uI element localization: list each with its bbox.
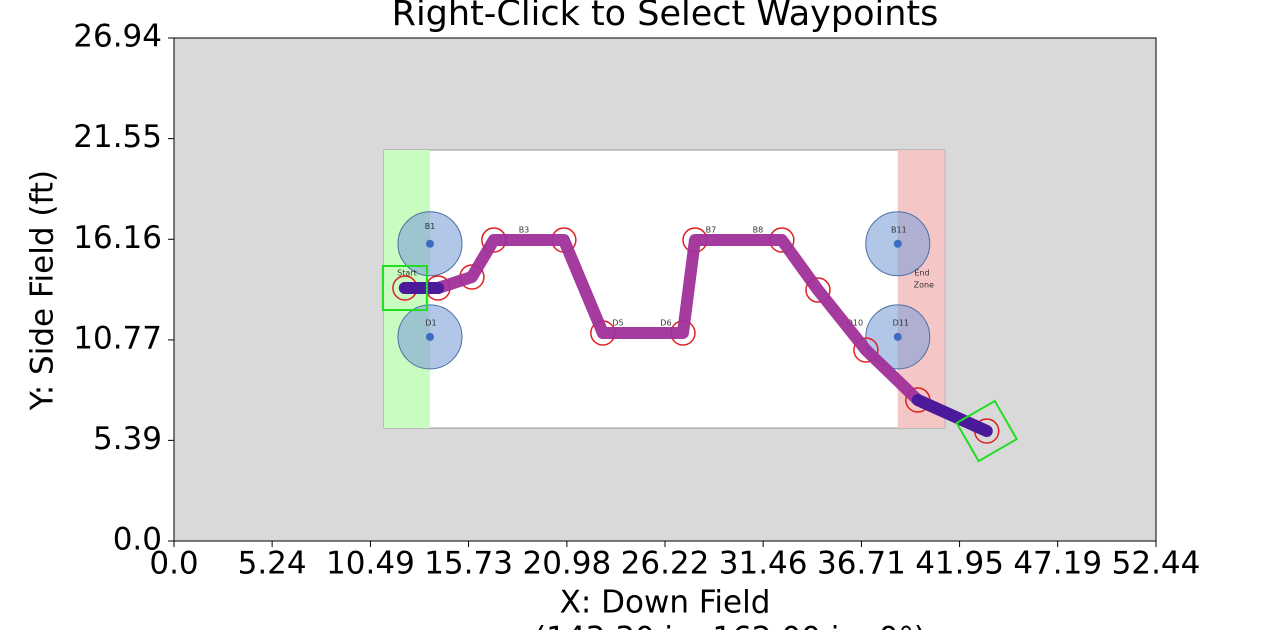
obstacle-center [893,332,902,341]
annotation: B1 [425,222,436,231]
annotation: D1 [425,318,436,327]
x-tick-label: 52.44 [1112,546,1201,582]
annotation: B11 [891,225,907,234]
obstacle-center [425,239,434,248]
field [383,149,946,429]
status-text: (143.30 in, 162.00 in, 0°) [534,621,926,631]
annotation: End [914,269,929,278]
y-tick-label: 16.16 [73,220,162,256]
x-tick-label: 20.98 [522,546,611,582]
y-tick-label: 21.55 [73,119,162,155]
robot-end [955,399,1019,463]
annotation: D5 [612,318,623,327]
waypoint [805,277,831,303]
obstacle-center [425,332,434,341]
path-line [398,234,993,438]
annotation: D11 [893,318,909,327]
annotation: D6 [660,318,671,327]
y-tick-label: 5.39 [93,421,162,457]
chart-title: Right-Click to Select Waypoints [392,0,939,34]
x-tick-label: 47.19 [1013,546,1102,582]
x-tick-label: 10.49 [326,546,415,582]
y-tick-label: 10.77 [73,320,162,356]
x-tick-label: 15.73 [424,546,513,582]
annotation: Start [397,269,417,278]
robot-start [381,265,428,312]
x-tick-label: 5.24 [238,546,307,582]
x-tick-label: 36.71 [817,546,906,582]
x-axis-label: X: Down Field [560,585,771,621]
x-tick-label: 31.46 [719,546,808,582]
y-tick-label: 26.94 [73,19,162,55]
y-axis-label: Y: Side Field (ft) [25,170,61,411]
obstacle-center [893,239,902,248]
x-tick-label: 26.22 [621,546,710,582]
waypoint [853,337,879,363]
annotation: D10 [847,318,863,327]
x-tick-label: 0.0 [149,546,198,582]
annotation: B7 [706,225,717,234]
annotation: Zone [914,281,934,290]
annotation: B3 [519,225,530,234]
path-end [911,394,993,438]
annotation: B8 [753,225,764,234]
x-tick-label: 41.95 [915,546,1004,582]
y-tick-label: 0.0 [113,522,162,558]
